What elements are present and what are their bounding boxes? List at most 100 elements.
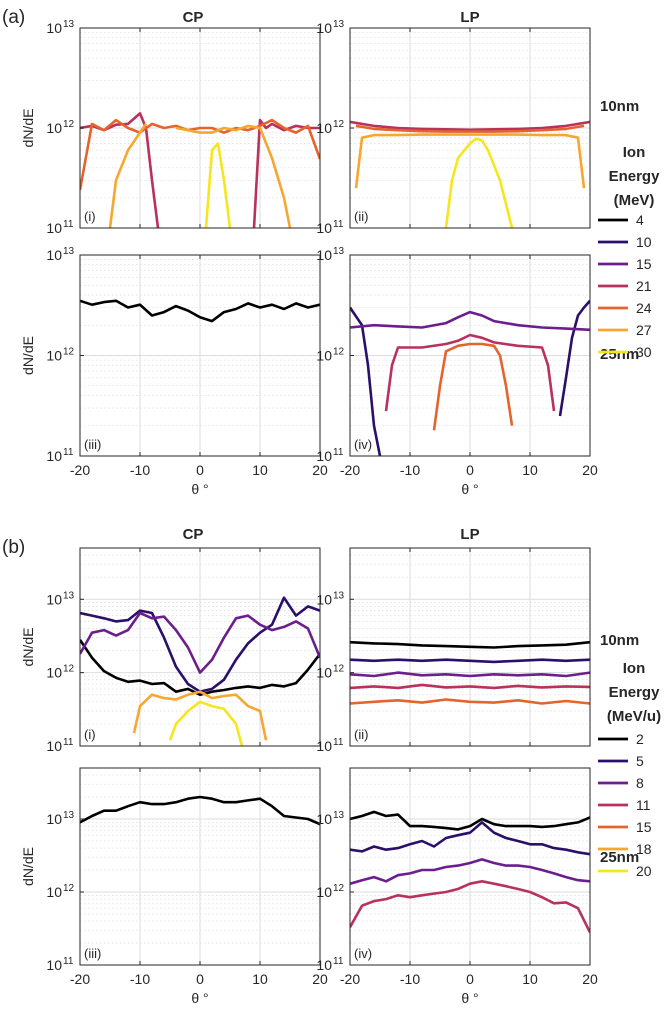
legend-title-line1-a: Ion [623,144,646,161]
series-line-10 [350,306,382,456]
x-tick-label: -10 [400,462,420,478]
thickness-label-10nm-b: 10nm [600,632,639,649]
series-line-5 [350,821,590,856]
y-tick-exponent: 12 [333,119,345,130]
y-tick-label: 10 [316,665,332,681]
legend-entry-5: 5 [636,753,644,769]
x-axis-label: θ ° [461,481,478,497]
y-axis-label: dN/dE [20,628,36,667]
y-tick-exponent: 11 [63,956,74,967]
y-tick-exponent: 11 [63,737,74,748]
x-tick-label: -10 [130,462,150,478]
y-tick-label: 10 [316,591,332,607]
series-line-8 [350,858,590,885]
series-line-2 [80,639,320,697]
y-tick-exponent: 13 [63,19,75,30]
series-line-27 [175,124,292,228]
y-tick-label: 10 [46,957,62,973]
x-tick-label: 10 [522,462,538,478]
y-tick-label: 10 [316,811,332,827]
y-tick-exponent: 12 [333,664,345,675]
x-tick-label: 10 [522,971,538,987]
panel-label: (i) [84,209,96,224]
legend-entry-15: 15 [636,819,652,835]
y-tick-label: 10 [316,348,332,364]
legend-title-line1-b: Ion [623,660,646,677]
y-tick-exponent: 13 [63,590,75,601]
x-axis-label: θ ° [191,990,208,1006]
y-tick-label: 10 [316,20,332,36]
y-tick-exponent: 11 [63,447,74,458]
series-line-11 [350,879,590,933]
y-tick-label: 10 [316,738,332,754]
panel-label: (ii) [354,209,368,224]
y-tick-label: 10 [46,20,62,36]
x-axis-label: θ ° [191,481,208,497]
y-tick-label: 10 [46,348,62,364]
legend-entry-18: 18 [636,841,652,857]
y-tick-exponent: 12 [333,347,345,358]
x-tick-label: 0 [466,462,474,478]
x-tick-label: 20 [582,971,598,987]
x-tick-label: 20 [582,462,598,478]
y-tick-label: 10 [46,120,62,136]
y-tick-label: 10 [316,448,332,464]
legend-entry-21: 21 [636,278,652,294]
legend-entry-15: 15 [636,256,652,272]
x-tick-label: -10 [400,971,420,987]
legend-a: 4 10 15 21 24 27 30 [598,212,652,360]
series-line-24 [432,342,514,431]
x-tick-label: 20 [312,462,328,478]
series-line-2 [80,795,320,826]
y-tick-label: 10 [46,448,62,464]
column-title-lp-b: LP [460,526,479,543]
x-tick-label: 0 [196,971,204,987]
legend-entry-24: 24 [636,300,652,316]
y-tick-label: 10 [46,220,62,236]
y-tick-label: 10 [316,120,332,136]
x-axis-label: θ ° [461,990,478,1006]
x-tick-label: -20 [340,971,360,987]
y-tick-exponent: 11 [333,447,344,458]
part-label-b: (b) [2,537,25,558]
column-title-lp-a: LP [460,9,479,26]
y-tick-label: 10 [46,665,62,681]
legend-title-line2-a: Energy [609,168,661,185]
y-axis-label: dN/dE [20,109,36,148]
series-line-20 [168,700,244,746]
legend-entry-11: 11 [636,797,651,813]
series-group [350,810,590,933]
y-tick-exponent: 12 [63,347,75,358]
series-line-8 [80,611,320,674]
series-group [80,596,320,746]
panel-label: (ii) [354,727,368,742]
series-group [80,795,320,826]
y-tick-exponent: 13 [63,810,75,821]
x-tick-label: -20 [70,971,90,987]
series-line-2 [350,640,590,649]
y-tick-exponent: 11 [333,737,344,748]
legend-entry-4: 4 [636,212,644,228]
y-tick-exponent: 12 [63,119,75,130]
series-group [350,120,590,228]
series-group [80,112,320,228]
y-tick-exponent: 12 [63,664,75,675]
legend-title-line3-a: (MeV) [614,192,655,209]
thickness-label-10nm-a: 10nm [600,98,639,115]
series-line-30 [204,142,232,228]
x-tick-label: -10 [130,971,150,987]
series-line-21 [350,120,590,132]
y-axis-label: dN/dE [20,336,36,375]
series-group [350,299,590,456]
y-tick-exponent: 11 [333,956,344,967]
series-line-15 [350,698,590,705]
series-line-24 [355,124,585,133]
